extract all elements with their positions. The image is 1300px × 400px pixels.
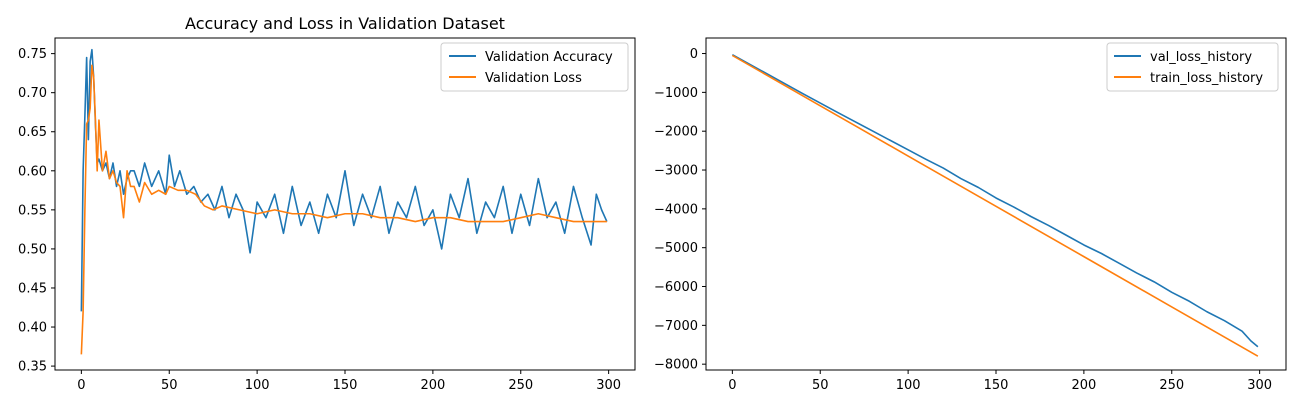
right-y-tick-label: −3000: [654, 164, 698, 179]
right-legend-label-val: val_loss_history: [1150, 50, 1252, 65]
right-y-tick-label: −1000: [654, 86, 698, 101]
right-x-tick-label: 200: [1071, 378, 1096, 393]
right-x-tick-label: 0: [728, 378, 736, 393]
left-x-tick-label: 150: [333, 378, 358, 393]
left-y-tick-label: 0.70: [18, 86, 47, 101]
right-y-tick-label: 0: [690, 47, 698, 62]
left-legend-label-loss: Validation Loss: [485, 71, 582, 86]
left-y-tick-label: 0.40: [18, 321, 47, 336]
left-y-tick-label: 0.55: [18, 203, 47, 218]
right-series-line-0: [731, 53, 1259, 348]
right-legend-box: [1106, 42, 1279, 92]
right-y-tick-label: −2000: [654, 125, 698, 140]
left-x-tick-label: 50: [161, 378, 178, 393]
left-series-line-1: [80, 64, 607, 355]
left-x-tick-label: 0: [77, 378, 85, 393]
right-y-tick-label: −8000: [654, 358, 698, 373]
left-y-tick-label: 0.45: [18, 281, 47, 296]
right-x-tick-label: 250: [1159, 378, 1184, 393]
left-x-tick-label: 200: [420, 378, 445, 393]
right-y-tick-label: −4000: [654, 202, 698, 217]
right-x-tick-label: 150: [984, 378, 1009, 393]
right-y-tick-label: −6000: [654, 280, 698, 295]
left-x-tick-label: 250: [508, 378, 533, 393]
right-legend-label-train: train_loss_history: [1150, 71, 1263, 86]
right-series-group: [731, 53, 1259, 357]
left-y-tick-label: 0.60: [18, 164, 47, 179]
right-x-tick-label: 100: [896, 378, 921, 393]
right-plot-frame: [705, 37, 1287, 371]
right-subplot: 0 50 100 150 200 250 300 0 −1000 −2000 −3000 −4000 −…: [654, 37, 1287, 393]
right-series-line-1: [731, 54, 1259, 357]
left-y-tick-label: 0.75: [18, 47, 47, 62]
left-series-line-0: [80, 48, 608, 312]
right-y-tick-label: −5000: [654, 241, 698, 256]
left-series-group: [80, 48, 608, 355]
right-axes-group: 0 50 100 150 200 250 300 0 −1000 −2000 −3000 −4000 −…: [654, 47, 1272, 393]
left-x-tick-label: 100: [245, 378, 270, 393]
left-plot-frame: [54, 37, 636, 371]
right-y-tick-label: −7000: [654, 319, 698, 334]
right-x-tick-label: 50: [812, 378, 829, 393]
right-x-tick-label: 300: [1247, 378, 1272, 393]
left-legend-box: [440, 42, 629, 92]
left-subplot: Accuracy and Loss in Validation Dataset …: [18, 14, 636, 393]
left-y-tick-label: 0.35: [18, 360, 47, 375]
left-plot-area: [55, 38, 635, 370]
left-y-tick-label: 0.50: [18, 242, 47, 257]
right-legend: val_loss_history train_loss_history: [1106, 42, 1279, 92]
left-x-tick-label: 300: [596, 378, 621, 393]
left-legend: Validation Accuracy Validation Loss: [440, 42, 629, 92]
left-legend-label-accuracy: Validation Accuracy: [485, 50, 613, 65]
left-y-tick-label: 0.65: [18, 125, 47, 140]
left-axes-group: 0 50 100 150 200 250 300 0.35 0.40 0.45 0.50 0.55 0.…: [18, 47, 621, 393]
left-chart-title: Accuracy and Loss in Validation Dataset: [185, 14, 505, 33]
